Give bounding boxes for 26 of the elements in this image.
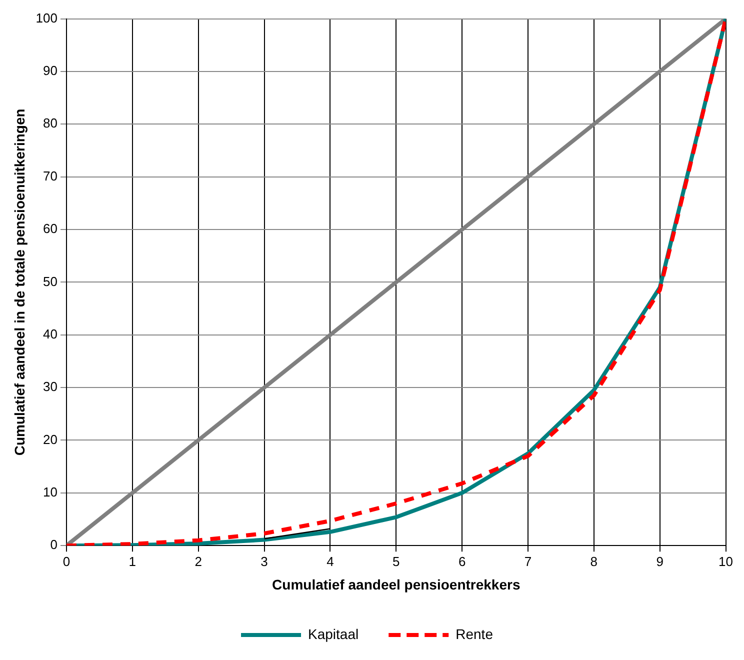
x-tick-label: 9	[656, 554, 664, 569]
y-tick-label: 100	[36, 10, 58, 26]
x-axis-title: Cumulatief aandeel pensioentrekkers	[272, 576, 520, 592]
x-tick-label: 10	[718, 554, 734, 569]
x-tick-label: 1	[128, 554, 136, 569]
x-tick-label: 2	[194, 554, 202, 569]
x-tick-label: 8	[590, 554, 598, 569]
y-tick-label: 90	[43, 63, 58, 78]
x-tick-label: 5	[392, 554, 400, 569]
y-axis-title: Cumulatief aandeel in de totale pensioenuitkeringen	[11, 108, 28, 456]
x-tick-label: 3	[260, 554, 268, 569]
x-tick-label: 4	[326, 554, 334, 569]
y-tick-label: 80	[43, 116, 58, 131]
y-tick-label: 30	[43, 379, 58, 394]
legend-label: Rente	[456, 626, 494, 642]
y-tick-label: 0	[50, 537, 58, 552]
y-tick-label: 40	[43, 326, 58, 342]
y-tick-label: 10	[43, 484, 58, 500]
x-tick-label: 0	[62, 554, 70, 569]
y-tick-label: 20	[43, 432, 58, 447]
y-tick-label: 60	[43, 221, 58, 236]
legend-label: Kapitaal	[308, 626, 359, 642]
y-tick-label: 70	[43, 168, 58, 184]
x-tick-label: 7	[524, 554, 532, 569]
y-tick-label: 50	[43, 274, 58, 289]
x-tick-label: 6	[458, 554, 466, 569]
